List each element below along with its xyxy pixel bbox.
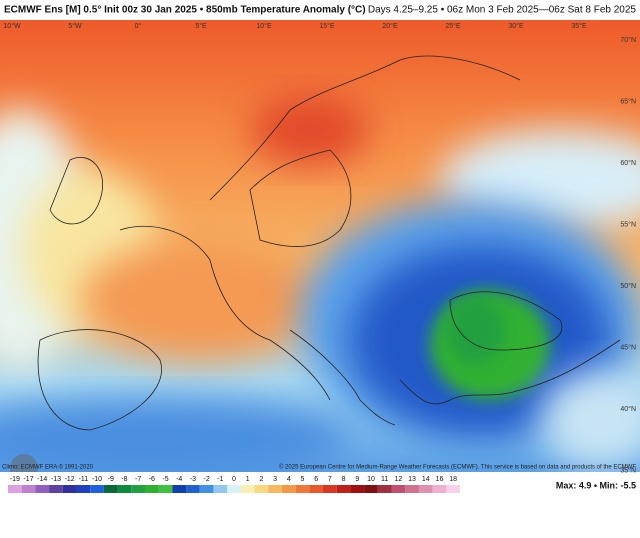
- colorbar-label: 13: [408, 476, 416, 483]
- colorbar-label: 5: [301, 476, 305, 483]
- longitude-label: 0°: [135, 22, 142, 30]
- colorbar-label: -19: [10, 476, 20, 483]
- colorbar-label: 18: [449, 476, 457, 483]
- colorbar-swatch: [364, 485, 378, 493]
- watermark: [10, 454, 38, 472]
- colorbar-swatch: [35, 485, 50, 493]
- colorbar-swatch: [199, 485, 214, 493]
- colorbar-label: -8: [121, 476, 127, 483]
- colorbar-label: -4: [176, 476, 182, 483]
- colorbar-swatch: [131, 485, 145, 493]
- colorbar-swatch: [62, 485, 77, 493]
- colorbar-label: -11: [79, 476, 89, 483]
- colorbar-swatch: [21, 485, 36, 493]
- colorbar-swatch: [268, 485, 282, 493]
- colorbar-label: 3: [273, 476, 277, 483]
- longitude-labels: 10°W 5°W 0° 5°E 10°E 15°E 20°E 25°E 30°E 35°E: [3, 22, 587, 30]
- longitude-label: 10°W: [3, 22, 21, 30]
- latitude-label: 65°N: [620, 97, 636, 105]
- credit-right: © 2025 European Centre for Medium-Range …: [279, 464, 636, 471]
- colorbar: -19 -17 -14 -13 -12 -11 -10 -9 -8 -7 -6 -5 -4 -3 -2 -1 0…: [8, 476, 460, 493]
- latitude-labels: 70°N 65°N 60°N 55°N 50°N 45°N 40°N 35°N: [620, 36, 636, 475]
- colorbar-label: -5: [162, 476, 168, 483]
- colorbar-swatch: [432, 485, 447, 493]
- max-min-stats: Max: 4.9 • Min: -5.5: [556, 480, 636, 490]
- colorbar-swatch: [117, 485, 132, 493]
- colorbar-swatch: [254, 485, 269, 493]
- colorbar-swatch: [391, 485, 406, 493]
- colorbar-label: 9: [355, 476, 359, 483]
- latitude-label: 70°N: [620, 36, 636, 44]
- colorbar-swatch: [418, 485, 433, 493]
- colorbar-label: -7: [135, 476, 141, 483]
- latitude-label: 55°N: [620, 220, 636, 228]
- colorbar-swatch: [281, 485, 296, 493]
- latitude-label: 45°N: [620, 343, 636, 351]
- header-left: ECMWF Ens [M] 0.5° Init 00z 30 Jan 2025 …: [4, 5, 366, 16]
- latitude-label: 60°N: [620, 159, 636, 167]
- colorbar-swatch: [213, 485, 228, 493]
- colorbar-swatch: [336, 485, 351, 493]
- colorbar-swatch: [76, 485, 91, 493]
- colorbar-swatch: [186, 485, 200, 493]
- colorbar-label: -3: [190, 476, 196, 483]
- colorbar-label: 14: [422, 476, 430, 483]
- longitude-label: 20°E: [382, 22, 398, 30]
- colorbar-label: -1: [217, 476, 223, 483]
- colorbar-swatch: [240, 485, 255, 493]
- colorbar-label: 6: [314, 476, 318, 483]
- colorbar-label: 2: [259, 476, 263, 483]
- colorbar-swatch: [227, 485, 241, 493]
- colorbar-label: -10: [92, 476, 102, 483]
- colorbar-label: 7: [328, 476, 332, 483]
- colorbar-label: -2: [203, 476, 209, 483]
- credit-left: Climo: ECMWF ERA-5 1991-2020: [2, 465, 94, 471]
- colorbar-label: 0: [232, 476, 236, 483]
- colorbar-label: -9: [108, 476, 114, 483]
- colorbar-swatch: [295, 485, 310, 493]
- anomaly-field: [0, 20, 640, 472]
- longitude-label: 35°E: [571, 22, 587, 30]
- latitude-label: 35°N: [620, 466, 636, 474]
- coastlines: [37, 55, 621, 431]
- colorbar-swatch: [350, 485, 365, 493]
- colorbar-swatch: [446, 485, 460, 493]
- longitude-label: 5°E: [195, 22, 207, 30]
- colorbar-swatch: [144, 485, 159, 493]
- longitude-label: 25°E: [445, 22, 461, 30]
- colorbar-swatch: [323, 485, 337, 493]
- colorbar-swatch: [103, 485, 118, 493]
- colorbar-label: -12: [65, 476, 75, 483]
- longitude-label: 5°W: [68, 22, 82, 30]
- colorbar-swatch: [405, 485, 419, 493]
- colorbar-label: -13: [51, 476, 61, 483]
- colorbar-label: 12: [394, 476, 402, 483]
- colorbar-label: -17: [23, 476, 33, 483]
- colorbar-label: 10: [367, 476, 375, 483]
- colorbar-swatch: [377, 485, 392, 493]
- header-right: Days 4.25–9.25 • 06z Mon 3 Feb 2025—06z …: [368, 5, 637, 16]
- colorbar-swatch: [158, 485, 173, 493]
- latitude-label: 40°N: [620, 405, 636, 413]
- colorbar-swatch: [49, 485, 63, 493]
- colorbar-swatch: [90, 485, 104, 493]
- colorbar-label: 8: [342, 476, 346, 483]
- longitude-label: 15°E: [319, 22, 335, 30]
- colorbar-label: -6: [149, 476, 155, 483]
- colorbar-swatch: [309, 485, 324, 493]
- colorbar-label: 4: [287, 476, 291, 483]
- latitude-label: 50°N: [620, 282, 636, 290]
- colorbar-swatch: [172, 485, 187, 493]
- longitude-label: 30°E: [508, 22, 524, 30]
- colorbar-swatch: [8, 485, 22, 493]
- colorbar-label: 16: [436, 476, 444, 483]
- colorbar-label: 11: [381, 476, 388, 483]
- colorbar-label: 1: [246, 476, 250, 483]
- colorbar-label: -14: [37, 476, 47, 483]
- longitude-label: 10°E: [256, 22, 272, 30]
